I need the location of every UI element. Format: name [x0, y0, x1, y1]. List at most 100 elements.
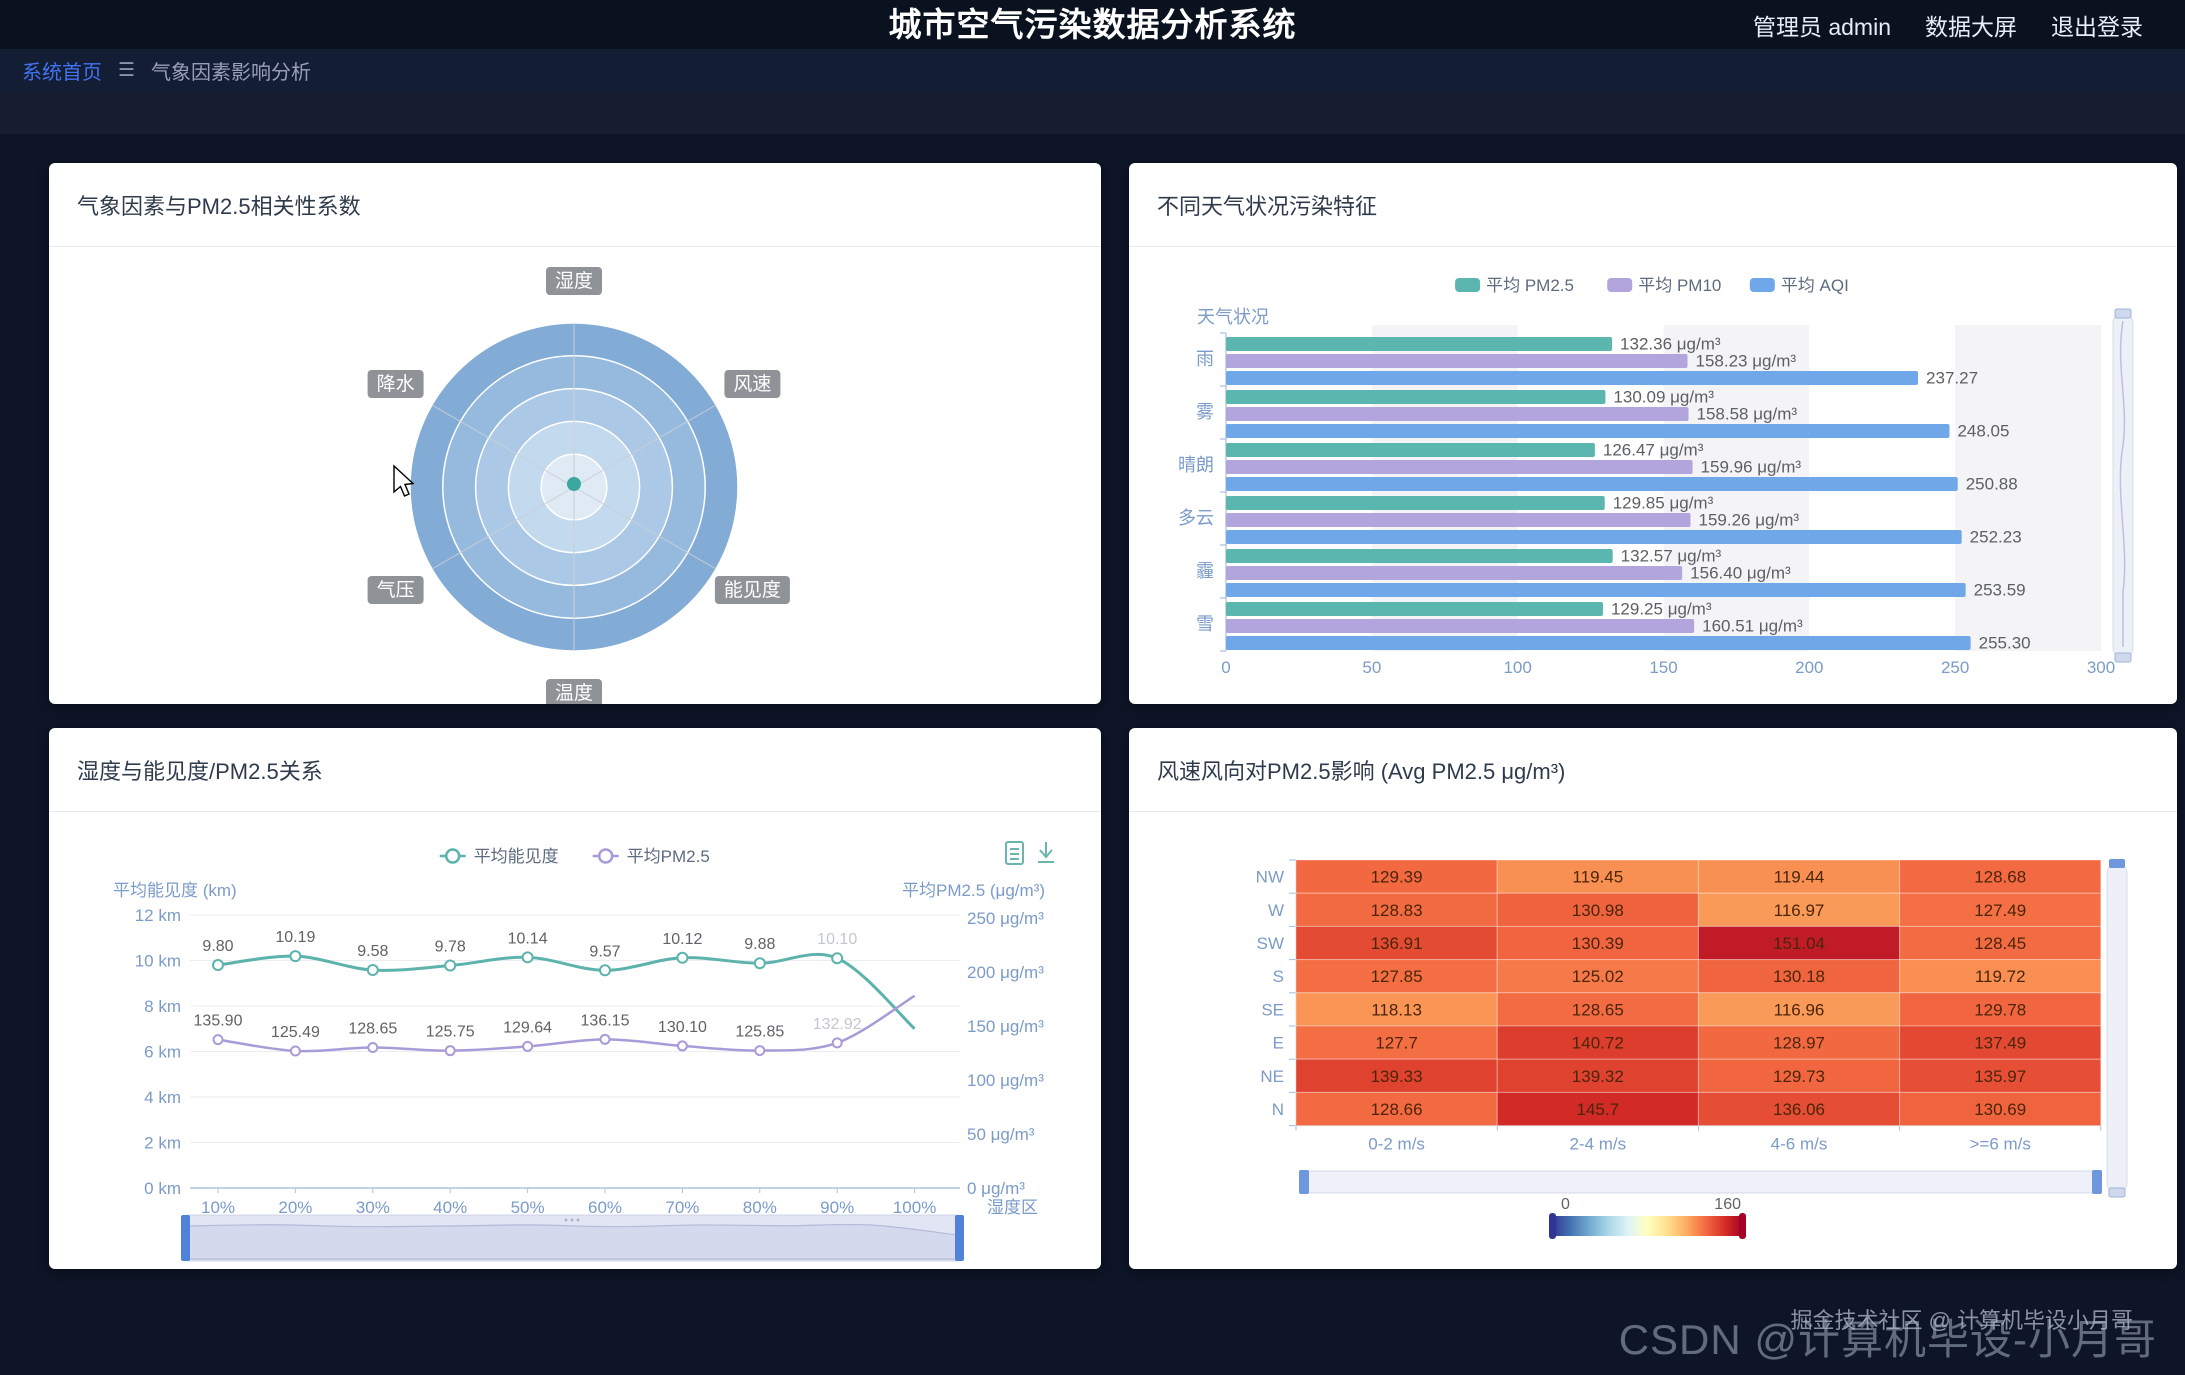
- line-series-0[interactable]: [217, 953, 916, 1030]
- bar-霾-2[interactable]: [1226, 583, 1966, 597]
- data-point[interactable]: [521, 951, 534, 964]
- svg-text:119.44: 119.44: [1774, 868, 1825, 887]
- svg-text:雪: 雪: [1196, 614, 1214, 634]
- data-point[interactable]: [367, 1042, 379, 1054]
- bar-霾-0[interactable]: [1226, 549, 1613, 563]
- download-icon[interactable]: [1038, 842, 1054, 863]
- visualmap-handle-max[interactable]: [1739, 1213, 1746, 1239]
- humidity-line-chart[interactable]: 平均能见度 平均PM2.5 平均能见度 (km) 平均PM2.5 (μg/m³) 12 …: [49, 812, 1101, 1269]
- heatmap-cell-W-2[interactable]: [1697, 892, 1901, 927]
- breadcrumb-home-link[interactable]: 系统首页: [22, 62, 102, 84]
- bar-多云-1[interactable]: [1226, 513, 1691, 527]
- datazoom-handle-left[interactable]: [181, 1215, 190, 1261]
- heatmap-cell-E-1[interactable]: [1496, 1025, 1699, 1060]
- svg-text:10.19: 10.19: [275, 929, 315, 946]
- heatmap-cell-N-3[interactable]: [1899, 1091, 2102, 1127]
- datazoom-horizontal-slider[interactable]: [181, 1214, 964, 1262]
- data-point[interactable]: [831, 1037, 843, 1049]
- data-point[interactable]: [289, 1045, 301, 1057]
- data-point[interactable]: [831, 952, 844, 965]
- heatmap-cell-NW-3[interactable]: [1899, 859, 2102, 894]
- bar-雨-2[interactable]: [1226, 371, 1919, 385]
- data-point[interactable]: [599, 1033, 611, 1045]
- bar-雪-1[interactable]: [1226, 619, 1695, 633]
- svg-text:128.97: 128.97: [1773, 1034, 1825, 1053]
- datazoom-handle-left[interactable]: [1299, 1170, 1309, 1194]
- admin-user-menu[interactable]: 管理员 admin: [1752, 13, 1891, 40]
- bar-晴朗-2[interactable]: [1226, 477, 1958, 491]
- data-point[interactable]: [444, 1045, 456, 1057]
- data-screen-link[interactable]: 数据大屏: [1925, 13, 2017, 40]
- heatmap-cell-N-0[interactable]: [1295, 1091, 1498, 1127]
- bar-晴朗-1[interactable]: [1226, 460, 1693, 474]
- svg-text:140.72: 140.72: [1572, 1034, 1624, 1053]
- legend-item-2[interactable]: 平均 AQI: [1749, 276, 1849, 295]
- data-point[interactable]: [212, 959, 224, 972]
- svg-text:129.64: 129.64: [503, 1019, 552, 1036]
- svg-text:4 km: 4 km: [144, 1088, 181, 1107]
- data-point[interactable]: [444, 959, 457, 972]
- bar-晴朗-0[interactable]: [1226, 443, 1595, 457]
- bar-雨-0[interactable]: [1226, 337, 1613, 351]
- heatmap-cell-W-0[interactable]: [1295, 892, 1498, 927]
- datazoom-vertical-slider[interactable]: [2106, 859, 2128, 1198]
- legend-item-1[interactable]: 平均 PM10: [1607, 276, 1721, 295]
- heatmap-cell-W-1[interactable]: [1496, 892, 1699, 927]
- radar-axis-label: 气压: [367, 576, 424, 604]
- logout-link[interactable]: 退出登录: [2051, 13, 2143, 40]
- radar-data-point[interactable]: [567, 477, 581, 491]
- heatmap-cell-S-3[interactable]: [1899, 959, 2102, 994]
- data-point[interactable]: [212, 1034, 224, 1046]
- bar-雨-1[interactable]: [1226, 354, 1688, 368]
- datazoom-horizontal-slider[interactable]: [1299, 1170, 2102, 1194]
- bar-霾-1[interactable]: [1226, 566, 1683, 580]
- datazoom-handle-right[interactable]: [2092, 1170, 2102, 1194]
- bar-雾-1[interactable]: [1226, 407, 1689, 421]
- heatmap-cell-SW-0[interactable]: [1295, 925, 1498, 961]
- heatmap-cell-SW-2[interactable]: [1697, 925, 1901, 961]
- data-point[interactable]: [676, 1040, 688, 1052]
- visualmap-legend[interactable]: 0 160: [1549, 1196, 1746, 1239]
- heatmap-cell-N-1[interactable]: [1496, 1091, 1699, 1127]
- heatmap-cell-N-2[interactable]: [1697, 1091, 1901, 1127]
- data-view-icon[interactable]: [1005, 841, 1024, 865]
- bar-多云-0[interactable]: [1226, 496, 1605, 510]
- wind-heatmap-chart[interactable]: NW W SW S SE E NE N 0-2 m/s 2-4 m/s 4-6 m/s >=6 m/s…: [1129, 812, 2177, 1269]
- heatmap-cell-SE-3[interactable]: [1899, 992, 2102, 1027]
- heatmap-cell-SE-2[interactable]: [1697, 992, 1901, 1027]
- heatmap-cell-NE-3[interactable]: [1899, 1058, 2102, 1093]
- data-point[interactable]: [753, 957, 766, 970]
- svg-text:159.26 μg/m³: 159.26 μg/m³: [1699, 511, 1800, 530]
- datazoom-vertical-slider[interactable]: [2112, 308, 2134, 663]
- heatmap-cell-SW-1[interactable]: [1496, 925, 1699, 961]
- data-point[interactable]: [676, 951, 689, 964]
- svg-text:40%: 40%: [433, 1198, 467, 1217]
- heatmap-cell-NE-1[interactable]: [1496, 1058, 1699, 1093]
- legend-item-1[interactable]: 平均PM2.5: [592, 847, 710, 866]
- heatmap-cell-S-1[interactable]: [1496, 959, 1699, 994]
- data-point[interactable]: [522, 1040, 534, 1052]
- bar-雪-2[interactable]: [1226, 636, 1971, 650]
- data-point[interactable]: [289, 950, 302, 963]
- svg-text:136.91: 136.91: [1371, 934, 1423, 953]
- legend-item-0[interactable]: 平均能见度: [439, 847, 559, 866]
- legend-item-0[interactable]: 平均 PM2.5: [1455, 276, 1574, 295]
- heatmap-cell-E-3[interactable]: [1899, 1025, 2102, 1060]
- bar-雾-2[interactable]: [1226, 424, 1950, 438]
- bar-雾-0[interactable]: [1226, 390, 1606, 404]
- visualmap-handle-min[interactable]: [1549, 1213, 1556, 1239]
- data-point[interactable]: [599, 964, 611, 977]
- datazoom-handle-right[interactable]: [955, 1215, 964, 1261]
- heatmap-cell-SE-1[interactable]: [1496, 992, 1699, 1027]
- svg-text:116.96: 116.96: [1774, 1000, 1825, 1019]
- collapse-menu-icon[interactable]: ☰: [118, 60, 136, 81]
- heatmap-cell-S-0[interactable]: [1295, 959, 1498, 994]
- bar-雪-0[interactable]: [1226, 602, 1603, 616]
- bar-多云-2[interactable]: [1226, 530, 1962, 544]
- data-point[interactable]: [366, 964, 379, 977]
- heatmap-cell-W-3[interactable]: [1899, 892, 2102, 927]
- line-series-1[interactable]: [217, 994, 916, 1053]
- data-point[interactable]: [754, 1045, 766, 1057]
